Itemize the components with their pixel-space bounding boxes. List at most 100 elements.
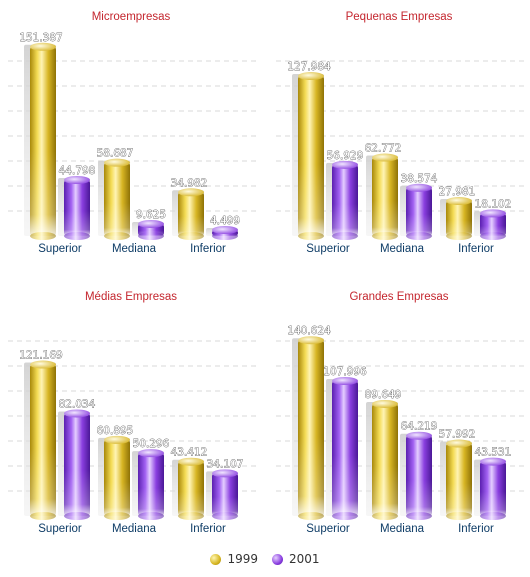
bar-reflection bbox=[480, 225, 506, 236]
bar-reflection bbox=[30, 447, 56, 516]
bar-cap bbox=[332, 160, 358, 169]
data-label: 151.387 bbox=[19, 32, 62, 44]
bar-base bbox=[332, 232, 358, 240]
data-label: 82.034 bbox=[59, 398, 96, 410]
category-label: Superior bbox=[306, 243, 350, 255]
data-label: 50.296 bbox=[133, 438, 170, 450]
bar-cap bbox=[64, 176, 90, 185]
bar-base bbox=[64, 232, 90, 240]
bar-base bbox=[138, 232, 164, 240]
data-label: 9.625 bbox=[136, 209, 166, 221]
bar-reflection bbox=[104, 202, 130, 236]
chart-title: Médias Empresas bbox=[85, 291, 177, 303]
bar-base bbox=[406, 512, 432, 520]
data-label: 4.499 bbox=[210, 215, 240, 227]
bar-reflection bbox=[104, 481, 130, 516]
legend-item-1999: 1999 bbox=[210, 552, 258, 566]
bar-base bbox=[212, 232, 238, 240]
category-label: Superior bbox=[38, 243, 82, 255]
data-label: 27.981 bbox=[439, 186, 476, 198]
bar-cap bbox=[406, 431, 432, 440]
data-label: 18.102 bbox=[475, 198, 512, 210]
data-label: 56.929 bbox=[327, 150, 364, 162]
bar-base bbox=[480, 232, 506, 240]
bar-reflection bbox=[64, 210, 90, 236]
bar-reflection bbox=[406, 479, 432, 516]
bar-cap bbox=[64, 409, 90, 418]
bar-cap bbox=[212, 226, 238, 234]
bar-base bbox=[178, 512, 204, 520]
bar-base bbox=[298, 232, 324, 240]
data-label: 64.219 bbox=[401, 421, 438, 433]
bar-cap bbox=[298, 72, 324, 81]
category-label: Superior bbox=[306, 523, 350, 535]
category-label: Mediana bbox=[380, 523, 425, 535]
bar-reflection bbox=[332, 203, 358, 236]
bar-base bbox=[178, 232, 204, 240]
chart-title: Grandes Empresas bbox=[349, 291, 448, 303]
bar-cap bbox=[178, 188, 204, 197]
bar-cap bbox=[446, 439, 472, 448]
bar-cap bbox=[372, 153, 398, 162]
bar-base bbox=[104, 232, 130, 240]
bar-reflection bbox=[372, 465, 398, 516]
bar-base bbox=[332, 512, 358, 520]
bar-cap bbox=[138, 219, 164, 228]
bar-base bbox=[372, 512, 398, 520]
bar-cap bbox=[30, 42, 56, 51]
bar-base bbox=[372, 232, 398, 240]
bar-reflection bbox=[406, 214, 432, 236]
data-label: 34.982 bbox=[171, 177, 208, 189]
data-label: 43.531 bbox=[475, 447, 512, 459]
category-label: Inferior bbox=[458, 523, 494, 535]
data-label: 60.895 bbox=[97, 425, 134, 437]
bar-reflection bbox=[446, 483, 472, 516]
legend-label-2001: 2001 bbox=[289, 552, 320, 566]
category-label: Inferior bbox=[190, 523, 226, 535]
data-label: 89.649 bbox=[365, 389, 402, 401]
bar-base bbox=[30, 232, 56, 240]
data-label: 43.412 bbox=[171, 447, 208, 459]
chart-panel: Médias Empresas 121.169 82.034 Superior 60.8… bbox=[8, 291, 260, 535]
category-label: Mediana bbox=[112, 523, 157, 535]
bar-base bbox=[30, 512, 56, 520]
data-label: 44.798 bbox=[59, 165, 96, 177]
data-label: 57.992 bbox=[439, 429, 476, 441]
bar-reflection bbox=[446, 220, 472, 236]
category-label: Inferior bbox=[190, 243, 226, 255]
bar-reflection bbox=[64, 469, 90, 516]
chart-panel: Microempresas 151.387 44.798 Superior 58.687… bbox=[8, 11, 260, 255]
bar-reflection bbox=[30, 150, 56, 236]
bar-cap bbox=[480, 209, 506, 218]
bar-base bbox=[406, 232, 432, 240]
chart-panel: Grandes Empresas 140.624 107.996 Superior 89… bbox=[276, 291, 528, 535]
bar-base bbox=[138, 512, 164, 520]
data-label: 62.772 bbox=[365, 143, 402, 155]
bar-cap bbox=[332, 377, 358, 386]
bar-cap bbox=[138, 449, 164, 458]
bar-base bbox=[446, 512, 472, 520]
bar-cap bbox=[178, 457, 204, 466]
bar-cap bbox=[104, 435, 130, 444]
data-label: 107.996 bbox=[323, 366, 367, 378]
category-label: Inferior bbox=[458, 243, 494, 255]
bar-reflection bbox=[298, 164, 324, 236]
data-label: 127.984 bbox=[287, 61, 331, 73]
data-label: 140.624 bbox=[287, 325, 331, 337]
legend: 1999 2001 bbox=[0, 552, 530, 566]
data-label: 121.169 bbox=[19, 350, 62, 362]
bar-cap bbox=[30, 360, 56, 369]
data-label: 58.687 bbox=[97, 148, 134, 160]
category-label: Mediana bbox=[112, 243, 157, 255]
bar-reflection bbox=[332, 455, 358, 516]
bar-cap bbox=[212, 469, 238, 478]
bar-reflection bbox=[212, 496, 238, 516]
bar-cap bbox=[446, 197, 472, 206]
bar-base bbox=[298, 512, 324, 520]
category-label: Superior bbox=[38, 523, 82, 535]
bar-cap bbox=[104, 158, 130, 167]
legend-swatch-1999 bbox=[210, 553, 222, 565]
bar-base bbox=[480, 512, 506, 520]
